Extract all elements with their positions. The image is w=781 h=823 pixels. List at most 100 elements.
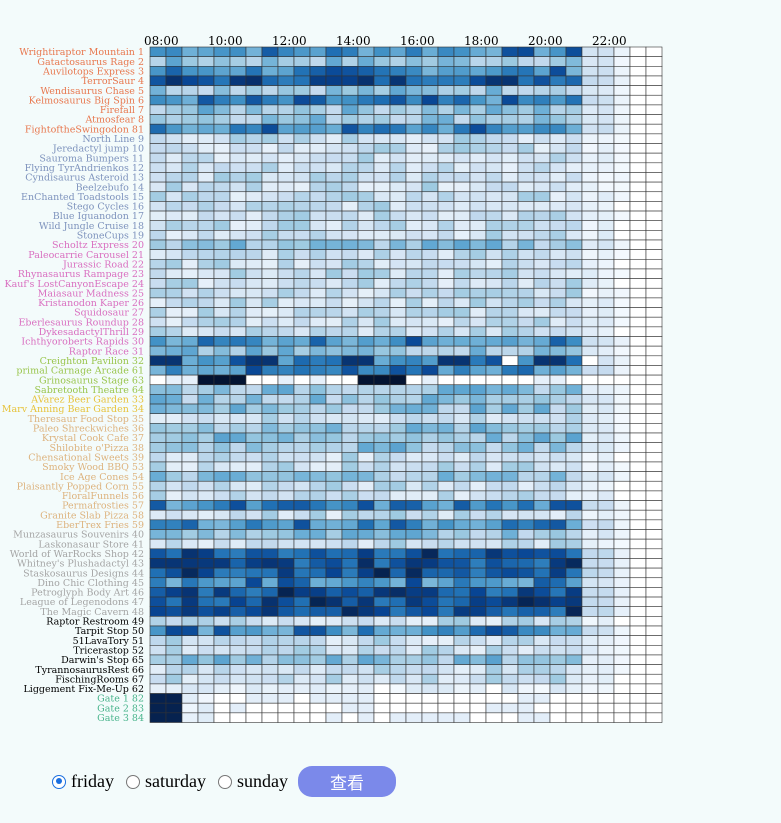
heatmap-cell xyxy=(405,558,423,569)
heatmap-cell xyxy=(165,558,183,569)
heatmap-cell xyxy=(549,268,567,279)
query-button[interactable]: 查看 xyxy=(297,766,396,797)
heatmap-cell xyxy=(197,287,215,299)
heatmap-cell xyxy=(213,558,231,569)
heatmap-cell xyxy=(293,616,311,627)
radio-saturday[interactable]: saturday xyxy=(125,771,206,792)
heatmap-cell xyxy=(645,268,663,279)
heatmap-cell xyxy=(597,538,615,550)
heatmap-cell xyxy=(437,413,455,424)
heatmap-cell xyxy=(437,702,455,714)
heatmap-cell xyxy=(629,490,647,501)
heatmap-cell xyxy=(453,423,471,434)
heatmap-cell xyxy=(485,635,503,646)
heatmap-cell xyxy=(229,616,247,627)
heatmap-cell xyxy=(261,104,279,115)
heatmap-cell xyxy=(517,683,535,694)
heatmap-cell xyxy=(501,635,519,646)
heatmap-cell xyxy=(629,268,647,279)
heatmap-cell xyxy=(357,374,375,386)
radio-friday[interactable]: friday xyxy=(52,771,114,792)
heatmap-cell xyxy=(453,297,471,308)
heatmap-cell xyxy=(613,644,631,656)
heatmap-cell xyxy=(629,297,647,308)
heatmap-cell xyxy=(229,172,247,183)
heatmap-cell xyxy=(373,239,391,250)
row-label: Eberlesaurus Roundup 28 xyxy=(18,317,144,328)
heatmap-cell xyxy=(373,191,391,202)
heatmap-cell xyxy=(261,548,279,559)
heatmap-cell xyxy=(165,538,183,550)
heatmap-cell xyxy=(325,355,343,366)
heatmap-cell xyxy=(389,625,407,636)
heatmap-cell xyxy=(389,654,407,665)
heatmap-cell xyxy=(533,143,551,154)
heatmap-cell xyxy=(501,461,519,472)
heatmap-cell xyxy=(229,258,247,270)
heatmap-cell xyxy=(389,519,407,530)
radio-circle[interactable] xyxy=(52,774,66,789)
heatmap-cell xyxy=(341,635,359,646)
row-label: Dino Chic Clothing 45 xyxy=(37,578,144,589)
heatmap-cell xyxy=(533,606,551,617)
heatmap-cell xyxy=(469,644,487,656)
x-tick-label: 18:00 xyxy=(464,34,499,48)
heatmap-cell xyxy=(149,702,167,714)
heatmap-cell xyxy=(645,152,663,164)
heatmap-cell xyxy=(389,355,407,366)
heatmap-cell xyxy=(405,172,423,183)
heatmap-cell xyxy=(245,75,263,86)
heatmap-cell xyxy=(277,66,295,77)
heatmap-cell xyxy=(197,683,215,694)
heatmap-cell xyxy=(293,75,311,86)
heatmap-cell xyxy=(517,403,535,414)
heatmap-cell xyxy=(549,673,567,685)
heatmap-cell xyxy=(341,490,359,501)
heatmap-cell xyxy=(181,268,199,279)
heatmap-cell xyxy=(581,616,599,627)
heatmap-cell xyxy=(485,326,503,337)
heatmap-cell xyxy=(533,268,551,279)
heatmap-cell xyxy=(501,104,519,115)
heatmap-cell xyxy=(405,66,423,77)
heatmap-cell xyxy=(181,365,199,376)
heatmap-cell xyxy=(453,172,471,183)
heatmap-cell xyxy=(629,558,647,569)
heatmap-cell xyxy=(501,201,519,212)
heatmap-cell xyxy=(549,606,567,617)
heatmap-cell xyxy=(261,365,279,376)
heatmap-cell xyxy=(453,316,471,328)
heatmap-cell xyxy=(229,85,247,96)
heatmap-cell xyxy=(261,230,279,241)
radio-sunday[interactable]: sunday xyxy=(217,771,288,792)
heatmap-cell xyxy=(613,278,631,289)
heatmap-cell xyxy=(565,143,583,154)
heatmap-cell xyxy=(501,616,519,627)
row-label: Auvilotops Express 3 xyxy=(42,66,144,77)
heatmap-cell xyxy=(373,625,391,636)
heatmap-cell xyxy=(581,606,599,617)
heatmap-cell xyxy=(165,191,183,202)
heatmap-cell xyxy=(549,480,567,492)
heatmap-cell xyxy=(341,625,359,636)
radio-circle[interactable] xyxy=(217,774,232,789)
heatmap-cell xyxy=(469,307,487,318)
heatmap-cell xyxy=(549,577,567,588)
heatmap-cell xyxy=(341,94,359,106)
heatmap-cell xyxy=(421,123,439,135)
heatmap-cell xyxy=(197,664,215,675)
heatmap-cell xyxy=(325,635,343,646)
heatmap-cell xyxy=(181,461,199,472)
radio-circle[interactable] xyxy=(125,774,140,789)
heatmap-cell xyxy=(421,625,439,636)
heatmap-cell xyxy=(501,172,519,183)
heatmap-cell xyxy=(421,316,439,328)
heatmap-cell xyxy=(309,577,327,588)
heatmap-cell xyxy=(261,413,279,424)
heatmap-cell xyxy=(357,297,375,308)
heatmap-cell xyxy=(213,278,231,289)
heatmap-cell xyxy=(149,548,167,559)
heatmap-cell xyxy=(149,268,167,279)
heatmap-cell xyxy=(389,191,407,202)
heatmap-cell xyxy=(549,490,567,501)
